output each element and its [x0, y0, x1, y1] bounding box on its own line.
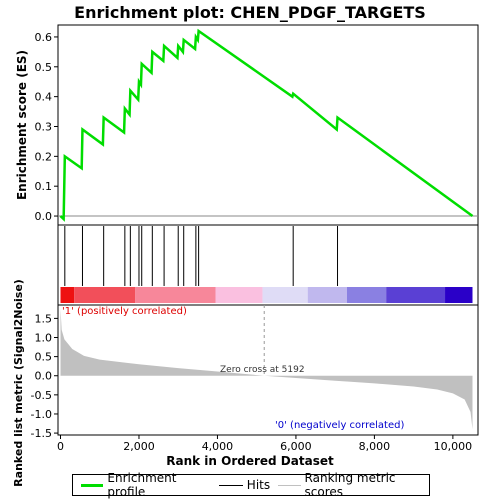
- es-y-tick-label-0: 0.0: [35, 210, 53, 223]
- legend-item-enrichment: Enrichment profile: [81, 471, 211, 499]
- es-y-tick-label-6: 0.6: [35, 31, 53, 44]
- metric-y-tick-label-6: 1.5: [35, 312, 53, 325]
- x-tick-label-4: 8,000: [359, 440, 391, 453]
- x-tick-label-1: 2,000: [123, 440, 155, 453]
- legend-item-hits: Hits: [218, 478, 271, 492]
- legend-swatch-enrichment: [81, 483, 104, 487]
- chart-title: Enrichment plot: CHEN_PDGF_TARGETS: [74, 3, 426, 22]
- es-y-tick-label-2: 0.2: [35, 150, 53, 163]
- metric-y-tick-label-1: -1.0: [31, 408, 52, 421]
- x-tick-label-0: 0: [57, 440, 64, 453]
- colorbar-segment-6: [346, 287, 387, 303]
- x-tick-label-2: 4,000: [202, 440, 234, 453]
- metric-y-tick-label-3: 0.0: [35, 370, 53, 383]
- metric-y-tick-label-2: -0.5: [31, 389, 52, 402]
- legend-swatch-ranking: [278, 484, 301, 486]
- zero-cross-label: Zero cross at 5192: [220, 365, 305, 375]
- enrichment-profile-line: [59, 28, 474, 222]
- es-y-tick-label-4: 0.4: [35, 91, 53, 104]
- colorbar-segment-5: [307, 287, 347, 303]
- colorbar-segment-2: [135, 287, 216, 303]
- colorbar-segment-4: [262, 287, 308, 303]
- es-y-tick-label-3: 0.3: [35, 120, 53, 133]
- es-axis-title: Enrichment score (ES): [15, 50, 29, 200]
- legend-label-enrichment: Enrichment profile: [107, 471, 177, 499]
- colorbar-segment-0: [60, 287, 75, 303]
- legend-label-ranking: Ranking metric scores: [304, 471, 396, 499]
- colorbar-segment-1: [74, 287, 136, 303]
- legend: Enrichment profile Hits Ranking metric s…: [72, 471, 430, 499]
- x-axis-title: Rank in Ordered Dataset: [166, 454, 334, 468]
- es-y-tick-label-1: 0.1: [35, 180, 53, 193]
- negative-label: '0' (negatively correlated): [275, 420, 404, 431]
- x-tick-label-5: 10,000: [434, 440, 473, 453]
- es-y-tick-label-5: 0.5: [35, 61, 53, 74]
- metric-y-tick-label-5: 1.0: [35, 332, 53, 345]
- legend-swatch-hits: [218, 484, 243, 486]
- colorbar-segment-7: [386, 287, 446, 303]
- colorbar-segment-3: [215, 287, 263, 303]
- ranking-metric-area: [60, 308, 473, 430]
- legend-label-hits: Hits: [246, 478, 271, 492]
- metric-y-tick-label-4: 0.5: [35, 351, 53, 364]
- metric-axis-title: Ranked list metric (Signal2Noise): [12, 279, 25, 487]
- x-tick-label-3: 6,000: [280, 440, 312, 453]
- colorbar-segment-8: [445, 287, 473, 303]
- es-panel: [57, 24, 479, 226]
- positive-label: '1' (positively correlated): [62, 306, 187, 317]
- legend-item-ranking: Ranking metric scores: [278, 471, 429, 499]
- metric-y-tick-label-0: -1.5: [31, 427, 52, 440]
